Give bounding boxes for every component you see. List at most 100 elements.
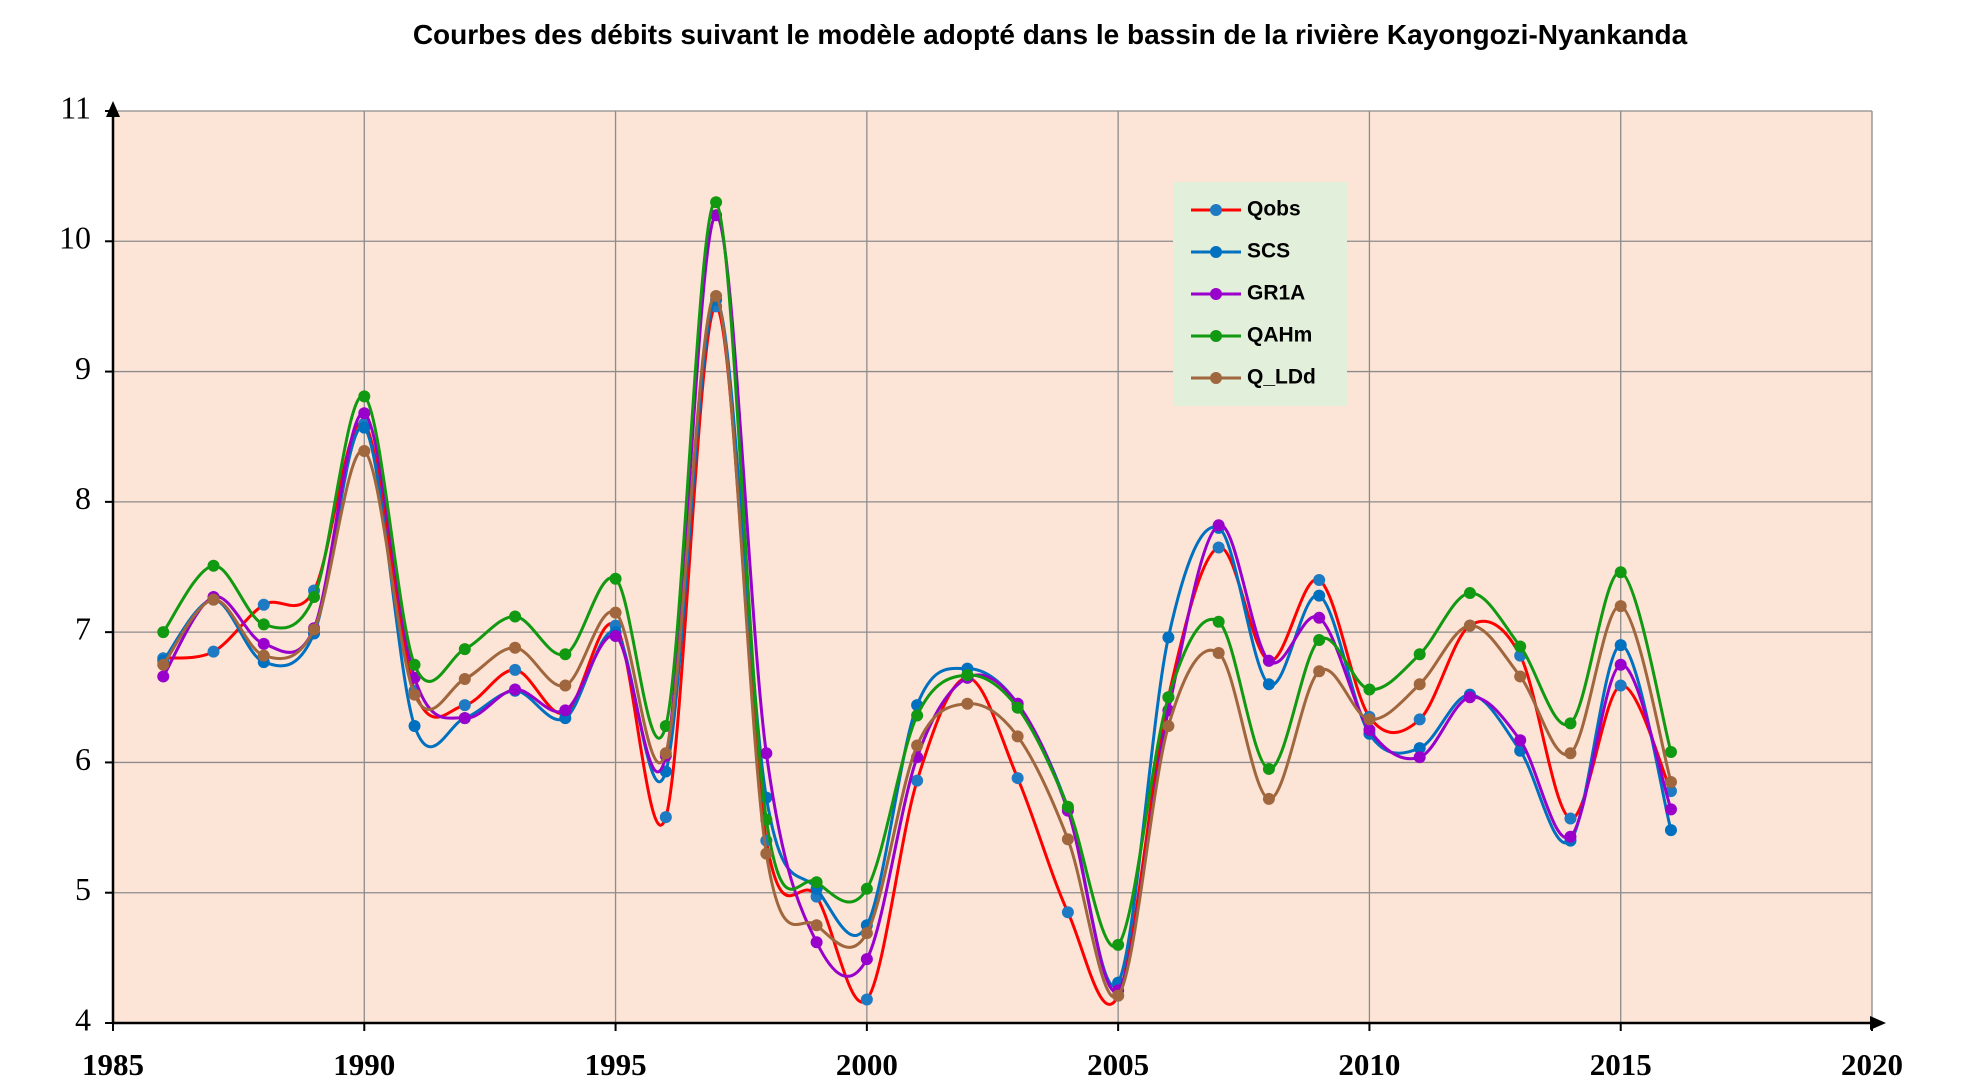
legend-marker	[1210, 330, 1222, 342]
data-point	[1262, 678, 1275, 691]
legend-label: GR1A	[1247, 282, 1305, 305]
data-point	[659, 747, 672, 760]
data-point	[1212, 646, 1225, 659]
legend-label: Q_LDd	[1247, 366, 1316, 389]
data-point	[1614, 679, 1627, 692]
x-tick-label: 1985	[82, 1047, 144, 1082]
data-point	[1313, 589, 1326, 602]
data-point	[1162, 691, 1175, 704]
plot-area	[113, 111, 1872, 1023]
data-point	[1061, 800, 1074, 813]
x-tick-label: 2010	[1338, 1047, 1400, 1082]
x-tick-label: 1990	[333, 1047, 395, 1082]
data-point	[207, 559, 220, 572]
data-point	[1463, 587, 1476, 600]
data-point	[810, 919, 823, 932]
data-point	[1514, 640, 1527, 653]
data-point	[257, 618, 270, 631]
data-point	[1664, 824, 1677, 837]
data-point	[1664, 775, 1677, 788]
data-point	[1614, 600, 1627, 613]
data-point	[1413, 751, 1426, 764]
data-point	[961, 697, 974, 710]
data-point	[1112, 989, 1125, 1002]
data-point	[458, 643, 471, 656]
data-point	[1614, 639, 1627, 652]
data-point	[911, 774, 924, 787]
data-point	[1212, 541, 1225, 554]
data-point	[1112, 938, 1125, 951]
data-point	[1614, 658, 1627, 671]
legend-label: Qobs	[1247, 198, 1301, 221]
y-tick-label: 7	[75, 610, 91, 646]
data-point	[408, 658, 421, 671]
data-point	[458, 712, 471, 725]
x-tick-label: 2005	[1087, 1047, 1149, 1082]
data-point	[760, 847, 773, 860]
data-point	[509, 663, 522, 676]
data-point	[810, 876, 823, 889]
legend-marker	[1210, 372, 1222, 384]
data-point	[1564, 747, 1577, 760]
data-point	[408, 688, 421, 701]
y-tick-label: 8	[75, 480, 91, 516]
data-point	[157, 626, 170, 639]
data-point	[358, 421, 371, 434]
data-point	[1664, 746, 1677, 759]
data-point	[509, 610, 522, 623]
data-point	[860, 882, 873, 895]
data-point	[1262, 654, 1275, 667]
data-point	[860, 993, 873, 1006]
y-tick-label: 4	[75, 1001, 91, 1037]
data-point	[1162, 631, 1175, 644]
data-point	[308, 590, 321, 603]
data-point	[1313, 611, 1326, 624]
data-point	[358, 445, 371, 458]
data-point	[1514, 734, 1527, 747]
data-point	[860, 953, 873, 966]
data-point	[1614, 566, 1627, 579]
data-point	[157, 658, 170, 671]
data-point	[1262, 762, 1275, 775]
data-point	[1313, 633, 1326, 646]
legend-label: SCS	[1247, 240, 1290, 263]
data-point	[659, 811, 672, 824]
data-point	[1011, 730, 1024, 743]
data-point	[1011, 701, 1024, 714]
data-point	[1514, 670, 1527, 683]
data-point	[559, 679, 572, 692]
y-tick-label: 5	[75, 871, 91, 907]
data-point	[810, 936, 823, 949]
data-point	[207, 593, 220, 606]
data-point	[1413, 742, 1426, 755]
data-point	[358, 407, 371, 420]
data-point	[257, 649, 270, 662]
chart-title: Courbes des débits suivant le modèle ado…	[412, 19, 1688, 50]
data-point	[207, 645, 220, 658]
data-point	[1413, 648, 1426, 661]
data-point	[1463, 691, 1476, 704]
data-point	[1061, 906, 1074, 919]
data-point	[559, 704, 572, 717]
data-point	[609, 606, 622, 619]
data-point	[257, 637, 270, 650]
series-line	[163, 304, 1673, 1006]
data-point	[509, 683, 522, 696]
x-tick-label: 1995	[585, 1047, 647, 1082]
data-point	[358, 390, 371, 403]
data-point	[1212, 519, 1225, 532]
data-point	[609, 630, 622, 643]
data-point	[559, 648, 572, 661]
y-axis-arrow	[106, 101, 120, 117]
data-point	[509, 641, 522, 654]
legend-marker	[1210, 288, 1222, 300]
data-point	[710, 196, 723, 209]
data-point	[458, 673, 471, 686]
data-point	[1363, 683, 1376, 696]
data-point	[760, 747, 773, 760]
data-point	[1011, 772, 1024, 785]
data-point	[1413, 678, 1426, 691]
data-point	[860, 927, 873, 940]
data-point	[1463, 619, 1476, 632]
